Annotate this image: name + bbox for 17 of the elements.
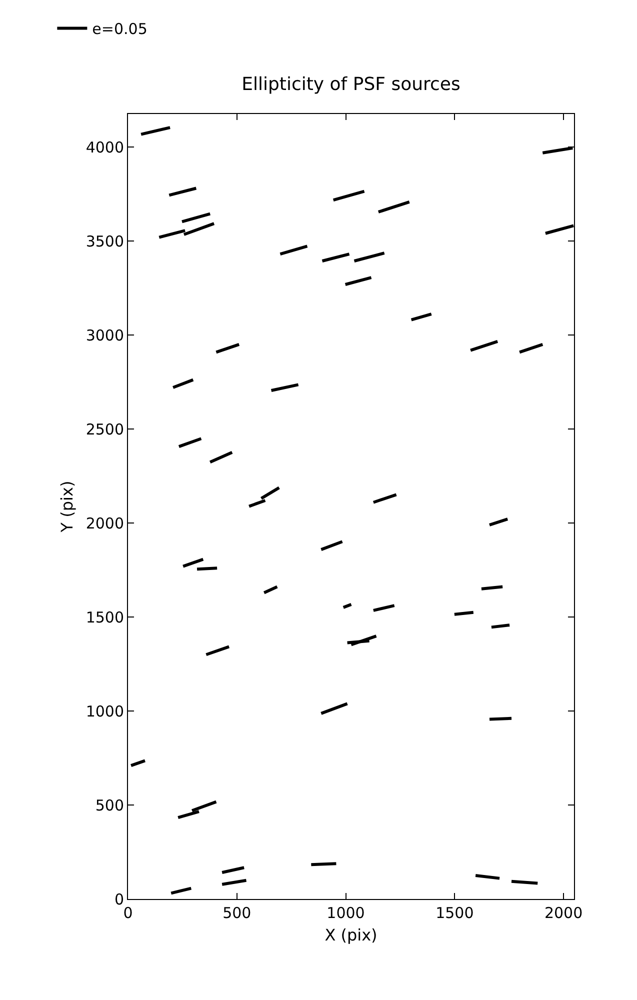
- x-tick-label: 1500: [436, 904, 474, 922]
- legend-label: e=0.05: [92, 20, 148, 38]
- y-tick-label: 1000: [86, 702, 124, 720]
- y-tick-label: 3500: [86, 232, 124, 250]
- x-axis-title: X (pix): [324, 926, 378, 945]
- y-tick-label: 0: [114, 890, 124, 908]
- y-tick-label: 3000: [86, 326, 124, 344]
- x-tick-label: 2000: [544, 904, 583, 922]
- y-tick-label: 2500: [86, 420, 124, 438]
- x-tick-label: 500: [222, 904, 252, 922]
- chart-title: Ellipticity of PSF sources: [242, 74, 460, 95]
- y-axis-title: Y (pix): [58, 480, 77, 534]
- x-tick-label: 1000: [326, 904, 365, 922]
- y-tick-label: 1500: [86, 608, 124, 626]
- y-tick-label: 4000: [86, 138, 124, 156]
- y-tick-label: 500: [95, 796, 124, 814]
- y-tick-label: 2000: [86, 514, 124, 532]
